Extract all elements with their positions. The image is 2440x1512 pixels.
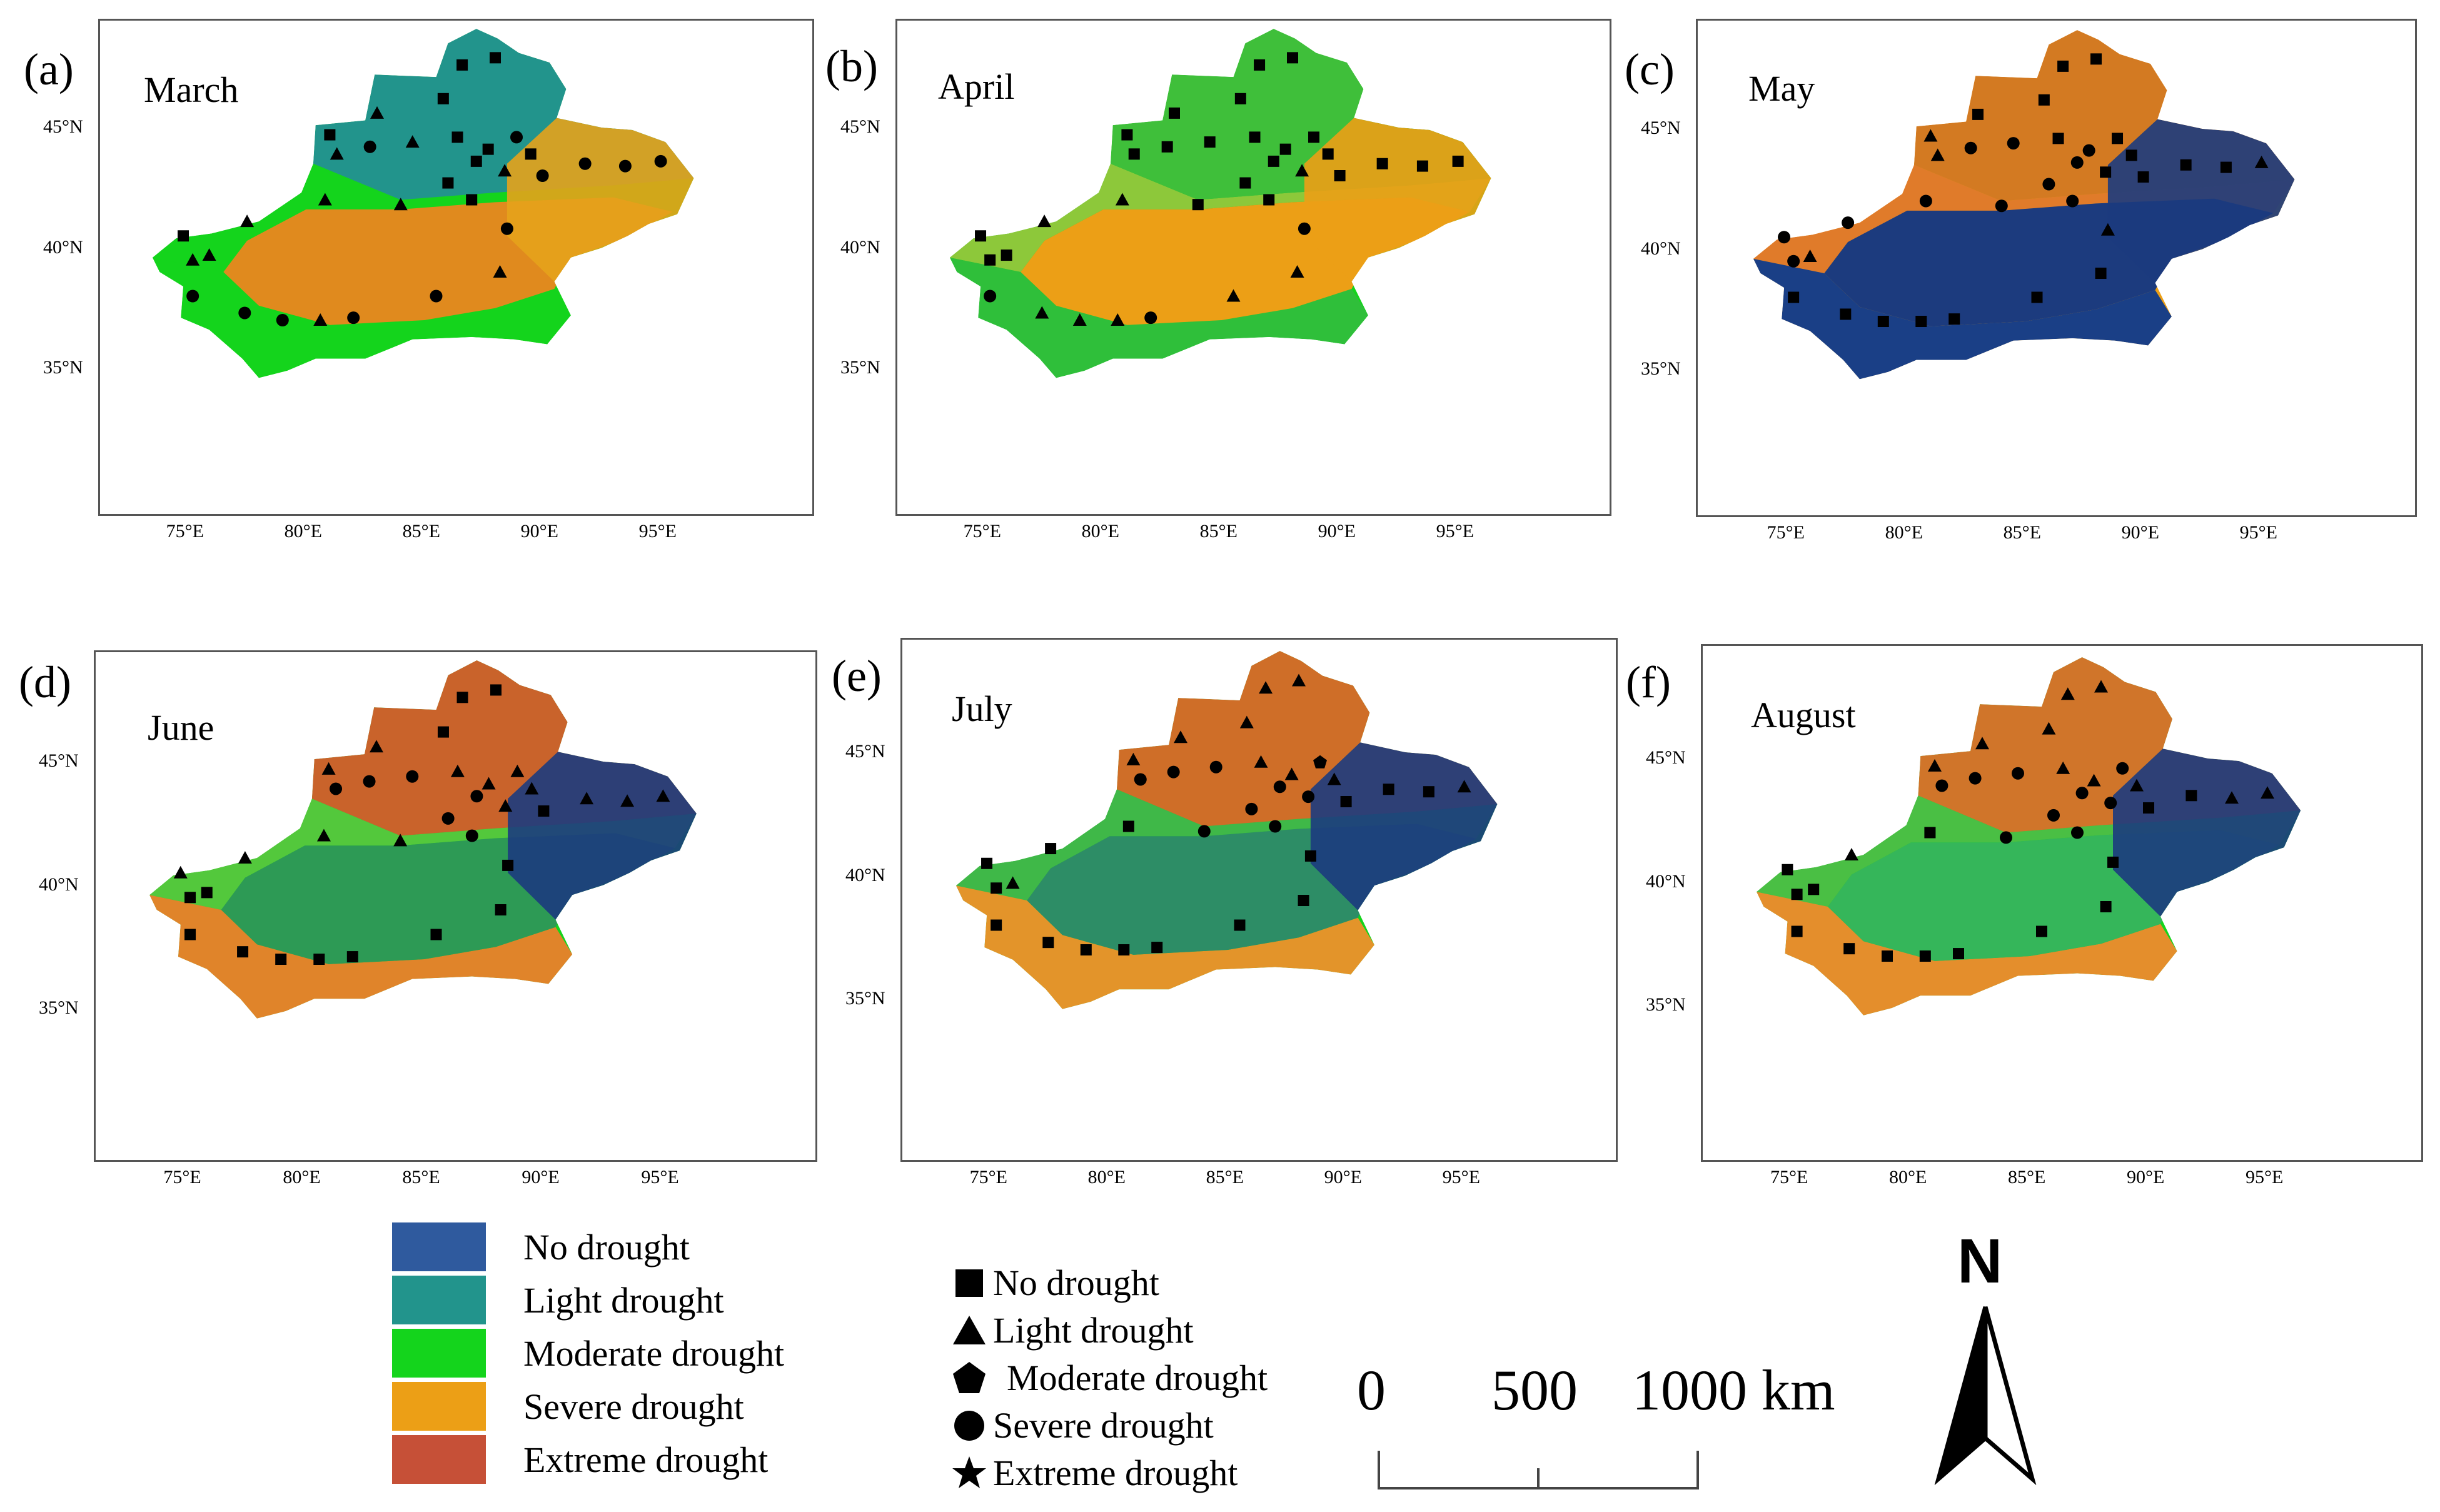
legend-label: Light drought [523,1279,724,1321]
lat-tick-label: 35°N [845,988,885,1009]
month-title-may: May [1748,68,1815,109]
station-legend-item: No drought [950,1262,1159,1304]
triangle-icon [953,1315,986,1344]
lat-tick-label: 45°N [39,750,79,771]
month-title-august: August [1751,695,1856,735]
month-title-april: April [938,66,1015,107]
lon-tick-label: 95°E [1436,521,1474,542]
panel-label-f: (f) [1626,657,1671,707]
lat-tick-label: 45°N [840,116,880,137]
panel-label-b: (b) [825,41,878,91]
lon-tick-label: 90°E [2127,1167,2165,1187]
north-arrow-label: N [1957,1226,2003,1296]
lat-tick-label: 45°N [845,741,885,762]
lat-tick-label: 45°N [1641,118,1681,138]
legend-label: Moderate drought [523,1333,785,1374]
legend-swatch-moderate-drought [392,1329,486,1378]
station-legend-label: Light drought [993,1310,1194,1351]
lon-tick-label: 80°E [1889,1167,1927,1187]
station-legend-item: Light drought [950,1309,1194,1351]
scale-bar [1378,1451,1699,1489]
lon-tick-label: 95°E [641,1167,679,1187]
raster-legend-item: No drought [392,1222,690,1271]
lon-tick-label: 95°E [2239,522,2277,543]
lat-tick-label: 40°N [1641,238,1681,259]
legend-swatch-extreme-drought [392,1435,486,1484]
raster-legend-item: Extreme drought [392,1435,768,1484]
legend-label: No drought [523,1226,690,1268]
station-legend-label: Moderate drought [1007,1358,1268,1398]
raster-legend-item: Moderate drought [392,1329,784,1378]
lon-tick-label: 75°E [1767,522,1805,543]
lon-tick-label: 90°E [522,1167,560,1187]
lon-tick-label: 90°E [1318,521,1356,542]
lat-tick-label: 35°N [39,997,79,1018]
station-legend-label: Severe drought [993,1405,1214,1446]
raster-legend-item: Severe drought [392,1382,744,1431]
scale-label-0: 0 [1357,1358,1386,1422]
lon-tick-label: 80°E [283,1167,321,1187]
legend-swatch-light-drought [392,1276,486,1324]
star-icon [952,1456,986,1488]
lon-tick-label: 80°E [1081,521,1119,542]
legend-label: Extreme drought [523,1439,769,1480]
panel-label-a: (a) [24,44,74,94]
lon-tick-label: 85°E [402,521,440,542]
lat-tick-label: 40°N [840,236,880,258]
lat-tick-label: 40°N [1646,870,1686,892]
lat-tick-label: 35°N [43,357,83,378]
legend-swatch-severe-drought [392,1382,486,1431]
panel-label-c: (c) [1625,44,1675,94]
square-icon [955,1269,983,1297]
pentagon-icon [953,1361,986,1393]
north-arrow-icon [1934,1306,2037,1485]
lon-tick-label: 80°E [284,521,322,542]
lat-tick-label: 35°N [840,357,880,378]
raster-legend-item: Light drought [392,1276,724,1324]
station-legend-label: Extreme drought [993,1453,1238,1493]
lon-tick-label: 85°E [2003,522,2041,543]
lat-tick-label: 40°N [43,236,83,258]
lon-tick-label: 85°E [2008,1167,2046,1187]
month-title-march: March [144,69,239,110]
lat-tick-label: 35°N [1646,994,1686,1015]
lat-tick-label: 45°N [1646,747,1686,768]
legend-swatch-no-drought [392,1222,486,1271]
lon-tick-label: 90°E [1324,1167,1362,1187]
lon-tick-label: 75°E [969,1167,1007,1187]
lat-tick-label: 40°N [845,864,885,885]
lon-tick-label: 95°E [2246,1167,2284,1187]
lon-tick-label: 75°E [1770,1167,1808,1187]
legend-label: Severe drought [523,1386,744,1427]
station-legend-label: No drought [993,1263,1159,1303]
panel-label-e: (e) [832,651,882,701]
lat-tick-label: 35°N [1641,358,1681,379]
lon-tick-label: 90°E [2121,522,2159,543]
lat-tick-label: 40°N [39,874,79,895]
lon-tick-label: 80°E [1885,522,1923,543]
lon-tick-label: 95°E [638,521,677,542]
lon-tick-label: 75°E [163,1167,201,1187]
lon-tick-label: 85°E [402,1167,440,1187]
circle-icon [954,1410,984,1441]
station-legend-item: Moderate drought [950,1357,1268,1399]
scale-label-1000: 1000 km [1632,1358,1835,1422]
month-title-july: July [952,688,1012,729]
lon-tick-label: 85°E [1199,521,1238,542]
scale-label-500: 500 [1491,1358,1578,1422]
lon-tick-label: 75°E [166,521,204,542]
lon-tick-label: 75°E [963,521,1001,542]
lat-tick-label: 45°N [43,116,83,137]
lon-tick-label: 85°E [1206,1167,1244,1187]
month-title-june: June [148,707,214,748]
station-legend-item: Severe drought [950,1404,1214,1446]
panel-label-d: (d) [19,657,71,707]
lon-tick-label: 95°E [1442,1167,1480,1187]
lon-tick-label: 80°E [1087,1167,1126,1187]
lon-tick-label: 90°E [520,521,558,542]
station-legend-item: Extreme drought [950,1452,1238,1494]
